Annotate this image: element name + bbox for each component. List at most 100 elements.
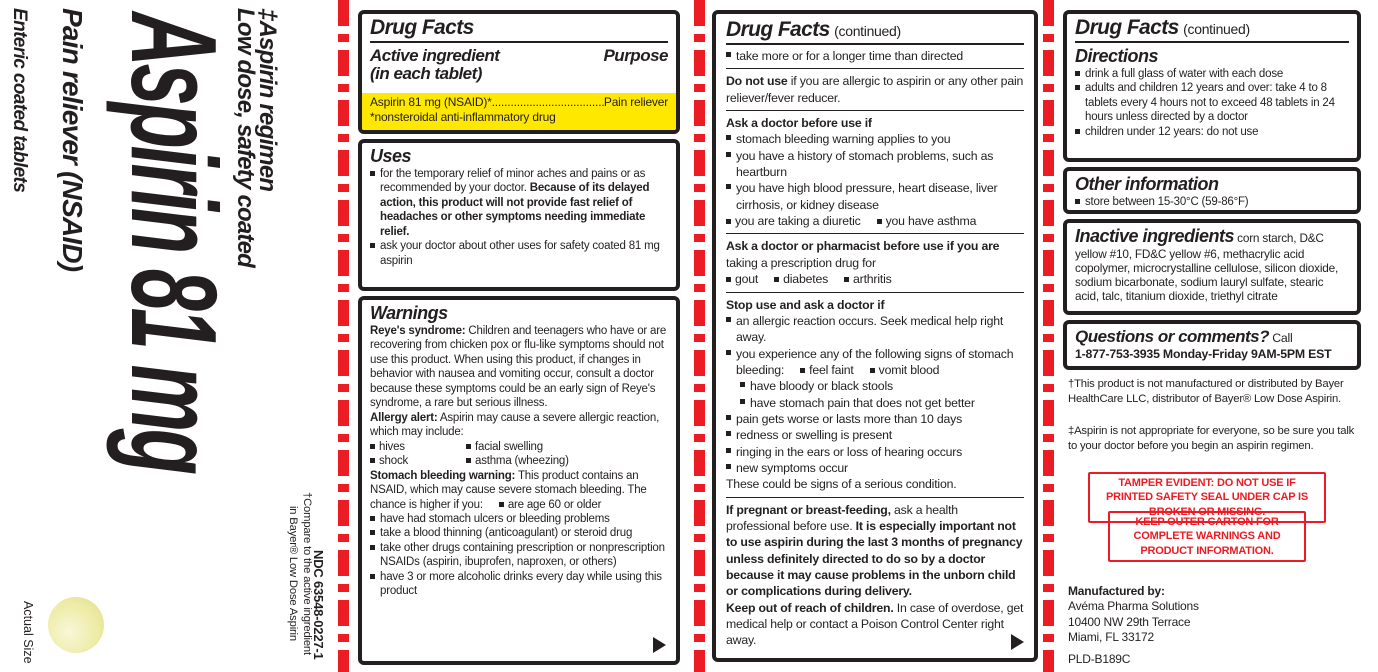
continued-label: (continued) (1183, 21, 1250, 37)
bullet-square-icon (1075, 70, 1080, 76)
bullet-square-icon (726, 431, 731, 437)
enteric-coated-label: Enteric coated tablets (9, 8, 30, 193)
bullet-square-icon (370, 530, 375, 536)
keep-carton-warning: KEEP OUTER CARTON FOR COMPLETE WARNINGS … (1108, 511, 1306, 562)
drug-facts-continued-box: Drug Facts (continued) take more or for … (712, 10, 1038, 662)
bullet-item: adults and children 12 years and over: t… (1075, 81, 1349, 124)
divider (726, 43, 1024, 46)
bullet-square-icon (726, 447, 731, 453)
manufacturer-street: 10400 NW 29th Terrace (1068, 614, 1191, 629)
bullet-item: new symptoms occur (726, 460, 1024, 476)
bullet-subitem: have stomach pain that does not get bett… (740, 395, 1024, 411)
bullet-square-icon (726, 219, 731, 225)
bullet-item: pain gets worse or lasts more than 10 da… (726, 411, 1024, 427)
tablet-actual-size-image (48, 597, 104, 653)
nsaid-footnote: *nonsteroidal anti-inflammatory drug (370, 110, 556, 125)
divider (370, 41, 668, 44)
drug-facts-title: Drug Facts (1075, 16, 1179, 39)
bullet-item: ringing in the ears or loss of hearing o… (726, 444, 1024, 460)
bullet-square-icon (869, 367, 875, 373)
drug-facts-title: Drug Facts (726, 18, 830, 41)
actual-size-label: Actual Size (21, 601, 35, 664)
bullet-item: you have high blood pressure, heart dise… (726, 180, 1024, 213)
bullet-square-icon (800, 367, 806, 373)
pregnant-paragraph: If pregnant or breast-feeding, ask a hea… (726, 502, 1023, 599)
bullet-square-icon (466, 458, 471, 464)
bullet-item: stomach bleeding warning applies to you (726, 131, 1024, 147)
phone-number-line: 1-877-753-3935 Monday-Friday 9AM-5PM EST (1075, 347, 1332, 361)
bullet-square-icon (726, 316, 731, 322)
bullet-square-icon (740, 382, 745, 388)
pain-reliever-subtitle: Pain reliever (NSAID) (57, 8, 88, 272)
warnings-title: Warnings (370, 303, 448, 323)
uses-box: Uses for the temporary relief of minor a… (358, 139, 680, 291)
bullet-item: take more or for a longer time than dire… (726, 48, 1024, 64)
bullet-item: store between 15-30°C (59-86°F) (1075, 195, 1349, 209)
manufactured-by-label: Manufactured by: (1068, 584, 1165, 598)
bullet-pair-row: gout diabetes arthritis (726, 271, 1024, 287)
inactive-ingredients-title: Inactive ingredients (1075, 226, 1235, 246)
bullet-pair-row: you are taking a diuretic you have asthma (726, 213, 1024, 229)
bullet-square-icon (370, 458, 375, 464)
divider (726, 110, 1024, 112)
bullet-square-icon (370, 170, 375, 176)
bullet-square-icon (370, 573, 375, 579)
uses-list: for the temporary relief of minor aches … (370, 167, 668, 268)
bullet-item: redness or swelling is present (726, 427, 1024, 443)
directions-box: Drug Facts (continued) Directions drink … (1063, 10, 1361, 162)
allergy-row: hives facial swelling (370, 440, 668, 454)
allergy-paragraph: Allergy alert: Aspirin may cause a sever… (370, 411, 660, 439)
bullet-square-icon (726, 463, 731, 469)
tamper-evident-warning: TAMPER EVIDENT: DO NOT USE IF PRINTED SA… (1088, 472, 1326, 523)
drug-facts-box: Drug Facts Active ingredient (in each ta… (358, 10, 680, 134)
bullet-square-icon (876, 219, 882, 225)
bullet-item: you experience any of the following sign… (726, 346, 1024, 379)
ndc-number: NDC 63548-0227-1 (311, 550, 326, 660)
continue-arrow-icon (653, 637, 666, 653)
keep-out-paragraph: Keep out of reach of children. In case o… (726, 600, 1024, 648)
uses-title: Uses (370, 146, 412, 166)
drug-facts-title: Drug Facts (370, 16, 474, 39)
regimen-line-1: ‡Aspirin regimen (254, 8, 281, 192)
continued-label: (continued) (834, 23, 901, 39)
ingredient-name: Aspirin 81 mg (NSAID)* (370, 94, 492, 109)
bullet-item: an allergic reaction occurs. Seek medica… (726, 313, 1024, 346)
bullet-square-icon (726, 349, 731, 355)
bullet-item: ask your doctor about other uses for saf… (370, 239, 668, 268)
perforation-line (694, 0, 705, 672)
active-ingredient-highlight: Aspirin 81 mg (NSAID)* .................… (362, 92, 676, 130)
bullet-square-icon (370, 515, 375, 521)
allergy-row: shock asthma (wheezing) (370, 454, 668, 468)
manufacturer-block: Manufactured by: Avéma Pharma Solutions … (1068, 584, 1308, 668)
perforation-line (338, 0, 349, 672)
divider (1075, 41, 1349, 44)
inactive-ingredients-list: corn starch, D&C yellow #10, FD&C yellow… (1075, 231, 1339, 304)
bullet-square-icon (1075, 85, 1080, 91)
active-ingredient-row: Aspirin 81 mg (NSAID)* .................… (370, 95, 668, 111)
bullet-square-icon (498, 501, 504, 507)
other-information-box: Other information store between 15-30°C … (1063, 167, 1361, 214)
manufacturer-city: Miami, FL 33172 (1068, 630, 1154, 645)
inactive-ingredients: Inactive ingredients corn starch, D&C ye… (1075, 226, 1349, 303)
bullet-item: have 3 or more alcoholic drinks every da… (370, 570, 668, 599)
bullet-square-icon (370, 243, 375, 249)
stop-use-heading: Stop use and ask a doctor if (726, 297, 885, 312)
purpose-heading: Purpose (603, 46, 668, 66)
bullet-square-icon (370, 443, 375, 449)
bullet-square-icon (726, 135, 731, 141)
reye-paragraph: Reye's syndrome: Children and teenagers … (370, 324, 667, 410)
divider (726, 496, 1024, 498)
compare-line-1: †Compare to the active ingredient (301, 492, 313, 655)
bullet-subitem: have bloody or black stools (740, 378, 1024, 394)
bullet-item: children under 12 years: do not use (1075, 125, 1349, 139)
compare-line-2: in Bayer® Low Dose Aspirin (287, 505, 300, 641)
compare-statement: †Compare to the active ingredient in Bay… (286, 492, 313, 655)
bayer-disclaimer-footnote: †This product is not manufactured or dis… (1068, 378, 1344, 405)
manufacturer-name: Avéma Pharma Solutions (1068, 599, 1199, 614)
bullet-square-icon (726, 277, 731, 283)
active-ingredient-heading: Active ingredient (in each tablet) (370, 46, 500, 84)
bullet-square-icon (726, 52, 731, 58)
continue-arrow-icon (1011, 634, 1024, 650)
aspirin-regimen-tagline: ‡Aspirin regimen Low dose, safety coated (232, 8, 281, 267)
bullet-square-icon (370, 544, 375, 550)
